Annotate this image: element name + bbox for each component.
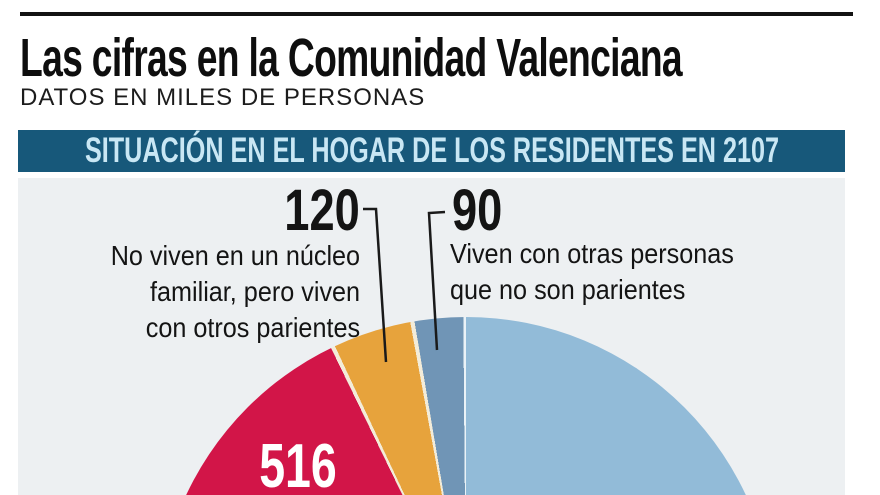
slice-label-120: No viven en un núcleo familiar, pero viv… (111, 238, 360, 346)
section-banner-label: SITUACIÓN EN EL HOGAR DE LOS RESIDENTES … (84, 131, 779, 170)
slice-value-516: 516 (259, 432, 337, 495)
slice-label-120-line3: con otros parientes (145, 312, 360, 343)
slice-label-120-line1: No viven en un núcleo (110, 240, 360, 271)
chart-panel: 516 120 No viven en un núcleo familiar, … (18, 178, 845, 495)
section-banner: SITUACIÓN EN EL HOGAR DE LOS RESIDENTES … (18, 130, 845, 172)
slice-label-90-line2: que no son parientes (450, 274, 686, 305)
slice-value-90: 90 (452, 178, 503, 243)
slice-label-90-line1: Viven con otras personas (450, 238, 734, 269)
slice-value-120: 120 (284, 178, 360, 243)
slice-label-90: Viven con otras personas que no son pari… (450, 236, 734, 308)
top-rule (20, 12, 853, 16)
page-subtitle: DATOS EN MILES DE PERSONAS (20, 84, 426, 111)
slice-label-120-line2: familiar, pero viven (149, 276, 360, 307)
page-title: Las cifras en la Comunidad Valenciana (20, 28, 683, 88)
